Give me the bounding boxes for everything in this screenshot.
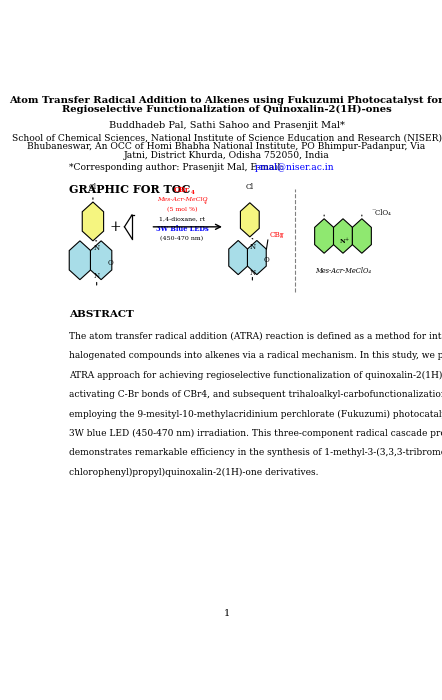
Text: Mes-Acr-MeClO₄: Mes-Acr-MeClO₄ <box>315 267 371 275</box>
Polygon shape <box>334 218 352 253</box>
Text: +: + <box>344 237 348 242</box>
Text: Cl: Cl <box>89 183 97 191</box>
Text: 3: 3 <box>280 234 283 239</box>
Text: Regioselective Functionalization of Quinoxalin-2(1H)-ones: Regioselective Functionalization of Quin… <box>61 104 392 113</box>
Text: activating C-Br bonds of CBr4, and subsequent trihaloalkyl-carbofunctionalizatio: activating C-Br bonds of CBr4, and subse… <box>69 390 442 399</box>
Text: chlorophenyl)propyl)quinoxalin-2(1H)-one derivatives.: chlorophenyl)propyl)quinoxalin-2(1H)-one… <box>69 468 318 477</box>
Text: 4: 4 <box>191 190 194 195</box>
Text: 1: 1 <box>223 608 230 617</box>
Text: O: O <box>263 256 269 265</box>
Text: employing the 9-mesityl-10-methylacridinium perchlorate (Fukuzumi) photocatalyst: employing the 9-mesityl-10-methylacridin… <box>69 410 442 419</box>
Text: (5 mol %): (5 mol %) <box>167 207 197 212</box>
Text: Atom Transfer Radical Addition to Alkenes using Fukuzumi Photocatalyst for: Atom Transfer Radical Addition to Alkene… <box>9 96 442 105</box>
Polygon shape <box>248 241 266 274</box>
Text: 4: 4 <box>203 199 206 204</box>
Text: demonstrates remarkable efficiency in the synthesis of 1-methyl-3-(3,3,3-tribrom: demonstrates remarkable efficiency in th… <box>69 449 442 458</box>
Text: N: N <box>340 239 346 244</box>
Polygon shape <box>69 241 91 280</box>
Text: pmal@niser.ac.in: pmal@niser.ac.in <box>255 163 335 172</box>
Polygon shape <box>91 241 112 280</box>
Text: O: O <box>108 259 114 267</box>
Text: N: N <box>94 244 100 253</box>
Polygon shape <box>229 241 248 274</box>
Text: 1,4-dioxane, rt: 1,4-dioxane, rt <box>159 217 205 222</box>
Text: N: N <box>249 243 255 251</box>
Text: Mes-Acr-MeClO: Mes-Acr-MeClO <box>156 197 207 202</box>
Text: The atom transfer radical addition (ATRA) reaction is defined as a method for in: The atom transfer radical addition (ATRA… <box>69 332 442 341</box>
Text: Cl: Cl <box>246 183 254 191</box>
Text: Jatni, District Khurda, Odisha 752050, India: Jatni, District Khurda, Odisha 752050, I… <box>124 150 329 160</box>
Text: +: + <box>109 220 121 234</box>
Polygon shape <box>82 202 103 241</box>
Text: 3W blue LED (450-470 nm) irradiation. This three-component radical cascade proce: 3W blue LED (450-470 nm) irradiation. Th… <box>69 429 442 438</box>
Text: Buddhadeb Pal, Sathi Sahoo and Prasenjit Mal*: Buddhadeb Pal, Sathi Sahoo and Prasenjit… <box>109 120 344 130</box>
Text: N: N <box>94 272 100 281</box>
Text: CBr: CBr <box>269 231 284 239</box>
Text: CBr: CBr <box>174 186 190 194</box>
Text: School of Chemical Sciences, National Institute of Science Education and Researc: School of Chemical Sciences, National In… <box>11 134 442 143</box>
Polygon shape <box>315 218 334 253</box>
Polygon shape <box>352 218 371 253</box>
Text: Bhubaneswar, An OCC of Homi Bhabha National Institute, PO Bhimpur-Padanpur, Via: Bhubaneswar, An OCC of Homi Bhabha Natio… <box>27 142 426 151</box>
Text: ABSTRACT: ABSTRACT <box>69 310 133 319</box>
Text: ATRA approach for achieving regioselective functionalization of quinoxalin-2(1H): ATRA approach for achieving regioselecti… <box>69 371 442 380</box>
Text: ̅ClO₄: ̅ClO₄ <box>376 209 392 218</box>
Text: halogenated compounds into alkenes via a radical mechanism. In this study, we pr: halogenated compounds into alkenes via a… <box>69 351 442 360</box>
Text: GRAPHIC FOR TOC: GRAPHIC FOR TOC <box>69 183 191 195</box>
Text: N: N <box>249 269 255 276</box>
Text: (450-470 nm): (450-470 nm) <box>160 236 204 241</box>
Text: *Corresponding author: Prasenjit Mal, E-mail:: *Corresponding author: Prasenjit Mal, E-… <box>69 163 286 172</box>
Text: 3W Blue LEDs: 3W Blue LEDs <box>156 225 208 233</box>
Polygon shape <box>240 203 259 237</box>
